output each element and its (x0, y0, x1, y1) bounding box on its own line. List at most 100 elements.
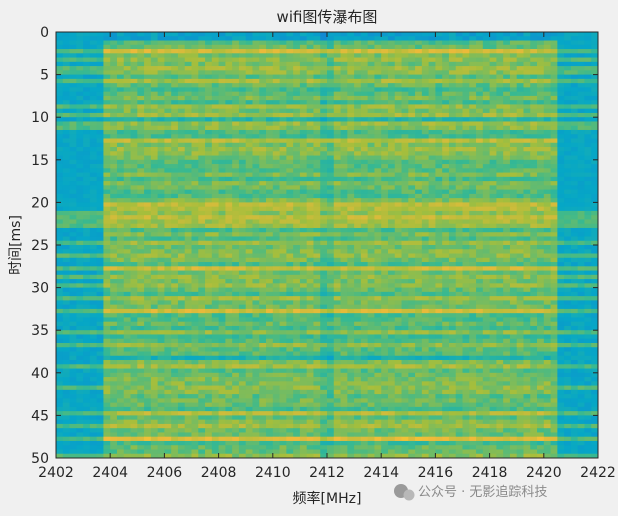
heatmap-cell (103, 159, 111, 165)
heatmap-cell (130, 112, 138, 118)
heatmap-cell (557, 87, 565, 93)
heatmap-cell (523, 155, 531, 161)
heatmap-cell (198, 61, 206, 67)
heatmap-cell (442, 57, 450, 63)
heatmap-cell (69, 147, 77, 152)
heatmap-cell (387, 159, 396, 165)
heatmap-cell (211, 83, 219, 88)
heatmap-cell (320, 134, 328, 139)
heatmap-cell (123, 245, 131, 250)
heatmap-cell (509, 176, 518, 182)
heatmap-cell (252, 232, 260, 237)
heatmap-cell (184, 206, 192, 212)
heatmap-cell (130, 125, 138, 131)
heatmap-cell (509, 70, 518, 75)
heatmap-cell (299, 138, 308, 144)
heatmap-cell (537, 176, 545, 182)
heatmap-cell (401, 44, 409, 50)
heatmap-cell (550, 270, 558, 276)
heatmap-cell (110, 181, 118, 186)
heatmap-cell (272, 83, 280, 88)
heatmap-cell (184, 117, 192, 122)
heatmap-cell (509, 257, 518, 263)
heatmap-cell (415, 142, 423, 148)
heatmap-cell (530, 91, 538, 97)
heatmap-cell (177, 159, 186, 165)
heatmap-cell (530, 240, 538, 246)
heatmap-cell (333, 108, 341, 114)
heatmap-cell (171, 66, 179, 71)
heatmap-cell (448, 206, 457, 212)
heatmap-cell (591, 291, 599, 297)
heatmap-cell (503, 32, 511, 37)
heatmap-cell (570, 32, 579, 37)
heatmap-cell (394, 262, 402, 267)
heatmap-cell (509, 287, 518, 293)
heatmap-cell (205, 236, 213, 242)
heatmap-cell (381, 257, 389, 263)
heatmap-cell (116, 262, 125, 267)
heatmap-cell (509, 142, 518, 148)
heatmap-cell (367, 61, 375, 67)
heatmap-cell (198, 36, 206, 41)
heatmap-cell (232, 287, 240, 293)
heatmap-cell (171, 147, 179, 152)
heatmap-cell (171, 202, 179, 208)
heatmap-cell (177, 253, 186, 259)
heatmap-cell (164, 100, 172, 105)
heatmap-cell (110, 40, 118, 46)
heatmap-cell (333, 44, 341, 50)
heatmap-cell (56, 70, 64, 75)
heatmap-cell (428, 257, 436, 263)
heatmap-cell (191, 129, 199, 135)
heatmap-cell (448, 147, 457, 152)
heatmap-cell (116, 91, 125, 97)
heatmap-cell (279, 283, 287, 288)
heatmap-cell (503, 91, 511, 97)
heatmap-cell (245, 215, 253, 220)
heatmap-cell (191, 164, 199, 169)
heatmap-cell (442, 40, 450, 46)
heatmap-cell (89, 189, 98, 195)
heatmap-cell (387, 193, 396, 199)
heatmap-cell (96, 83, 104, 88)
heatmap-cell (327, 134, 335, 139)
heatmap-cell (455, 100, 463, 105)
heatmap-cell (327, 44, 335, 50)
heatmap-cell (171, 206, 179, 212)
heatmap-cell (381, 36, 389, 41)
heatmap-cell (306, 206, 314, 212)
heatmap-cell (442, 104, 450, 110)
heatmap-cell (245, 32, 253, 37)
heatmap-cell (164, 95, 172, 101)
heatmap-cell (381, 189, 389, 195)
heatmap-cell (374, 249, 382, 254)
heatmap-cell (205, 227, 213, 233)
heatmap-cell (327, 291, 335, 297)
heatmap-cell (347, 151, 355, 156)
heatmap-cell (516, 57, 524, 63)
heatmap-cell (482, 193, 490, 199)
heatmap-cell (164, 134, 172, 139)
heatmap-cell (266, 176, 274, 182)
heatmap-cell (387, 215, 396, 220)
heatmap-cell (272, 138, 280, 144)
heatmap-cell (333, 36, 341, 41)
heatmap-cell (570, 151, 579, 156)
heatmap-cell (266, 245, 274, 250)
heatmap-cell (286, 283, 294, 288)
heatmap-cell (171, 172, 179, 178)
heatmap-cell (543, 236, 551, 242)
heatmap-cell (421, 287, 430, 293)
heatmap-cell (347, 257, 355, 263)
heatmap-cell (56, 240, 64, 246)
heatmap-cell (266, 296, 274, 301)
heatmap-cell (374, 49, 382, 54)
heatmap-cell (164, 287, 172, 293)
heatmap-cell (279, 223, 287, 229)
heatmap-cell (442, 227, 450, 233)
heatmap-cell (570, 100, 579, 105)
heatmap-cell (415, 266, 423, 271)
heatmap-cell (401, 100, 409, 105)
heatmap-cell (211, 176, 219, 182)
